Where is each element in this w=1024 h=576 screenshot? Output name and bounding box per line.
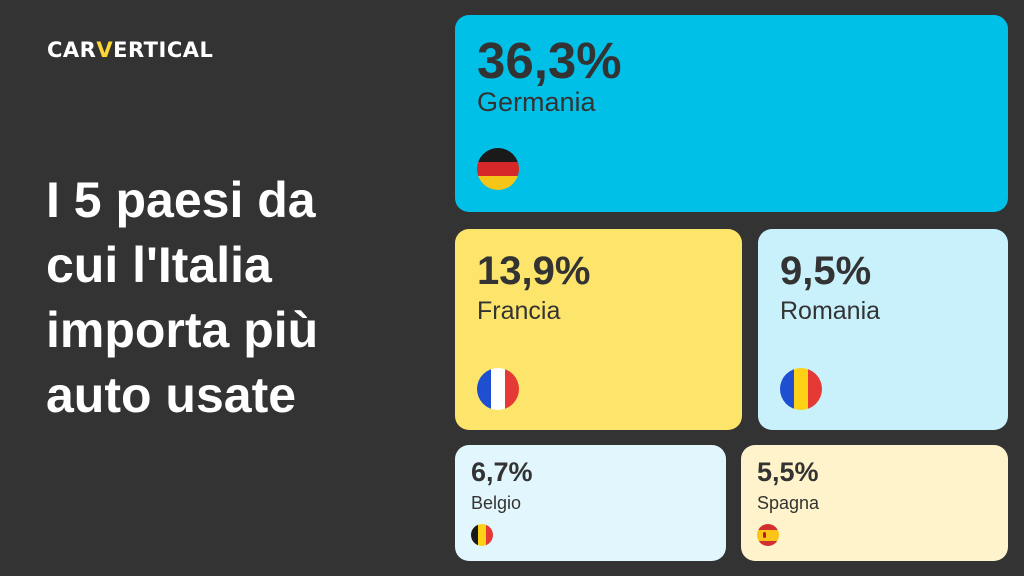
- belgium-flag-stripe-yellow: [478, 524, 486, 546]
- germany-flag-icon: [477, 148, 519, 190]
- germania-percentage: 36,3%: [477, 32, 622, 89]
- belgium-flag-stripe-red: [485, 524, 493, 546]
- francia-label: Francia: [477, 297, 561, 325]
- germany-flag-stripe-black: [477, 148, 519, 163]
- belgio-percentage: 6,7%: [471, 457, 533, 487]
- germany-flag-stripe-red: [477, 161, 519, 176]
- romania-percentage: 9,5%: [780, 249, 872, 293]
- romania-flag-icon: [780, 368, 822, 410]
- france-flag-stripe-red: [504, 368, 519, 410]
- tile-germania: 36,3% Germania: [455, 15, 1008, 212]
- headline-line-2: cui l'Italia: [46, 237, 272, 293]
- belgio-label: Belgio: [471, 493, 522, 513]
- logo-text-car: CAR: [47, 38, 97, 62]
- logo-text-v: V: [96, 38, 114, 62]
- germania-label: Germania: [477, 87, 596, 117]
- tile-francia: 13,9% Francia: [455, 229, 742, 430]
- romania-flag-stripe-red: [807, 368, 822, 410]
- spain-flag-emblem: [762, 532, 767, 538]
- belgium-flag-stripe-black: [471, 524, 479, 546]
- romania-label: Romania: [780, 297, 881, 325]
- france-flag-icon: [477, 368, 519, 410]
- belgium-flag-icon: [471, 524, 493, 546]
- francia-percentage: 13,9%: [477, 249, 591, 293]
- tile-belgio: 6,7% Belgio: [455, 445, 726, 561]
- spain-flag-stripe-yellow: [757, 529, 779, 541]
- romania-flag-stripe-yellow: [793, 368, 808, 410]
- romania-flag-stripe-blue: [780, 368, 795, 410]
- spain-flag-icon: [757, 524, 779, 546]
- spain-flag-stripe-red-top: [757, 524, 779, 530]
- headline-line-4: auto usate: [46, 367, 297, 423]
- headline-line-3: importa più: [46, 302, 319, 358]
- headline: I 5 paesi da cui l'Italia importa più au…: [46, 168, 426, 428]
- carvertical-logo: CARVERTICAL: [47, 38, 213, 62]
- headline-line-1: I 5 paesi da: [46, 172, 316, 228]
- france-flag-stripe-blue: [477, 368, 492, 410]
- spain-flag-stripe-red-bottom: [757, 540, 779, 546]
- logo-text-ertical: ERTICAL: [113, 38, 214, 62]
- germany-flag-stripe-gold: [477, 175, 519, 190]
- spagna-percentage: 5,5%: [757, 457, 819, 487]
- spagna-label: Spagna: [757, 493, 820, 513]
- tile-spagna: 5,5% Spagna: [741, 445, 1008, 561]
- france-flag-stripe-white: [490, 368, 505, 410]
- tile-romania: 9,5% Romania: [758, 229, 1008, 430]
